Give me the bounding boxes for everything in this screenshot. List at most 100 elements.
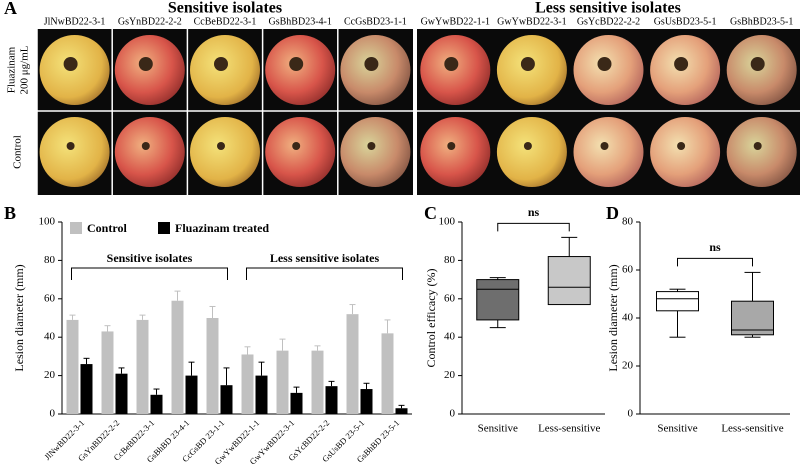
significance-label: ns [709,240,721,254]
column-label: JlNwBD22-3-1 [44,16,106,27]
y-tick-label: 0 [450,408,456,420]
bar [115,373,128,414]
bar [150,394,163,414]
apple-calyx [597,57,612,71]
apple-calyx [214,57,228,71]
x-tick-label: Less-sensitive [721,423,783,435]
y-tick-label: 0 [628,408,634,420]
legend-label: Control [87,221,127,235]
column-label: GwYwBD22-1-1 [421,16,490,27]
apple-calyx [674,57,689,71]
panel-letter: B [4,203,16,223]
apple-photo [726,117,797,187]
column-label: CcGsBD23-1-1 [344,16,407,27]
bar [255,375,268,414]
bar [185,375,198,414]
column-label: GsBhBD23-5-1 [730,16,793,27]
apple-calyx [520,57,535,71]
apple-calyx [141,142,150,150]
bar [290,392,303,414]
apple-photo [265,35,336,105]
box [547,256,591,306]
apple-calyx [750,57,765,71]
y-tick-label: 80 [444,254,456,266]
significance-bracket [497,222,570,232]
significance-bracket [677,257,753,267]
apple-photo [650,117,721,187]
y-axis-label: Control efficacy (%) [424,268,438,367]
apple-calyx [600,142,609,150]
bar [171,300,184,414]
y-axis-label: Lesion diameter (mm) [12,264,26,371]
y-tick-label: 80 [44,254,56,266]
row-label: 200 μg/mL [19,45,31,94]
group-header: Sensitive isolates [168,0,282,17]
apple-photo [39,117,110,187]
apple-calyx [138,57,153,71]
apple-calyx [367,142,376,150]
apple-photo [573,117,644,187]
group-bracket [246,267,403,280]
panel-letter: A [4,0,17,18]
apple-calyx [63,57,78,71]
column-label: GsYcBD22-2-2 [577,16,640,27]
significance-label: ns [528,205,540,219]
apple-calyx [292,142,301,150]
apple-calyx [444,57,459,71]
bar [311,350,324,414]
x-tick-label: Sensitive [657,423,697,435]
apple-calyx [447,142,456,150]
box [731,300,774,336]
apple-calyx [677,142,686,150]
panel-letter: D [606,203,619,223]
y-tick-label: 100 [439,216,456,228]
column-label: GwYwBD22-3-1 [497,16,566,27]
apple-photo [420,35,491,105]
legend-swatch [158,222,170,234]
row-label: Fluazinam [6,46,18,93]
group-label: Less sensitive isolates [270,251,380,265]
apple-photo [265,117,336,187]
y-tick-label: 20 [44,369,56,381]
bar [360,389,373,414]
bar [136,319,149,414]
apple-photo [726,35,797,105]
bar [66,319,79,414]
apple-photo [420,117,491,187]
group-header: Less sensitive isolates [535,0,681,17]
group-label: Sensitive isolates [107,251,193,265]
bar [325,386,338,414]
bar [101,331,114,414]
column-label: GsBhBD23-4-1 [269,16,332,27]
apple-photo [496,117,567,187]
y-axis-label: Lesion diameter (mm) [606,264,620,371]
apple-photo [114,117,185,187]
y-tick-label: 80 [622,216,634,228]
bar [381,333,394,414]
y-tick-label: 60 [622,264,634,276]
apple-photo [190,117,260,187]
y-tick-label: 20 [622,360,634,372]
apple-calyx [217,142,225,150]
column-label: CcBeBD22-3-1 [194,16,257,27]
apple-photo [340,117,411,187]
y-tick-label: 40 [44,331,56,343]
apple-photo [340,35,411,105]
apple-photo [650,35,721,105]
panel-letter: C [424,203,437,223]
y-tick-label: 0 [50,408,56,420]
apple-photo [114,35,185,105]
bar [276,350,289,414]
bar [206,318,219,414]
apple-calyx [523,142,532,150]
apple-photo [573,35,644,105]
bar [80,364,93,414]
y-tick-label: 60 [44,292,56,304]
group-bracket [71,267,228,280]
x-tick-label: Less-sensitive [538,423,600,435]
y-tick-label: 100 [39,216,56,228]
column-label: GsUsBD23-5-1 [654,16,717,27]
apple-calyx [289,57,304,71]
